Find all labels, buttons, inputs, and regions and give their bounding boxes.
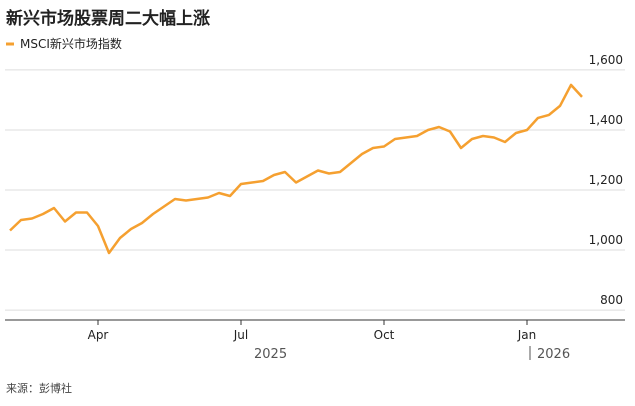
x-tick-label: Jul: [233, 328, 248, 342]
year-label: 2025: [254, 347, 287, 362]
source: 来源：彭博社: [6, 381, 72, 395]
data-line: [9, 83, 583, 255]
y-tick-label: 1,200: [589, 173, 623, 187]
y-tick-label: 800: [600, 293, 623, 307]
y-tick-label: 1,000: [589, 233, 623, 247]
y-tick-label: 1,400: [589, 113, 623, 127]
x-tick-label: Oct: [374, 328, 395, 342]
x-tick-label: Apr: [88, 328, 109, 342]
x-tick-label: Jan: [517, 328, 537, 342]
y-tick-label: 1,600: [589, 53, 623, 67]
year-label: 2026: [537, 347, 570, 362]
chart-title: 新兴市场股票周二大幅上涨: [6, 8, 210, 29]
legend-label: MSCI新兴市场指数: [20, 36, 122, 51]
